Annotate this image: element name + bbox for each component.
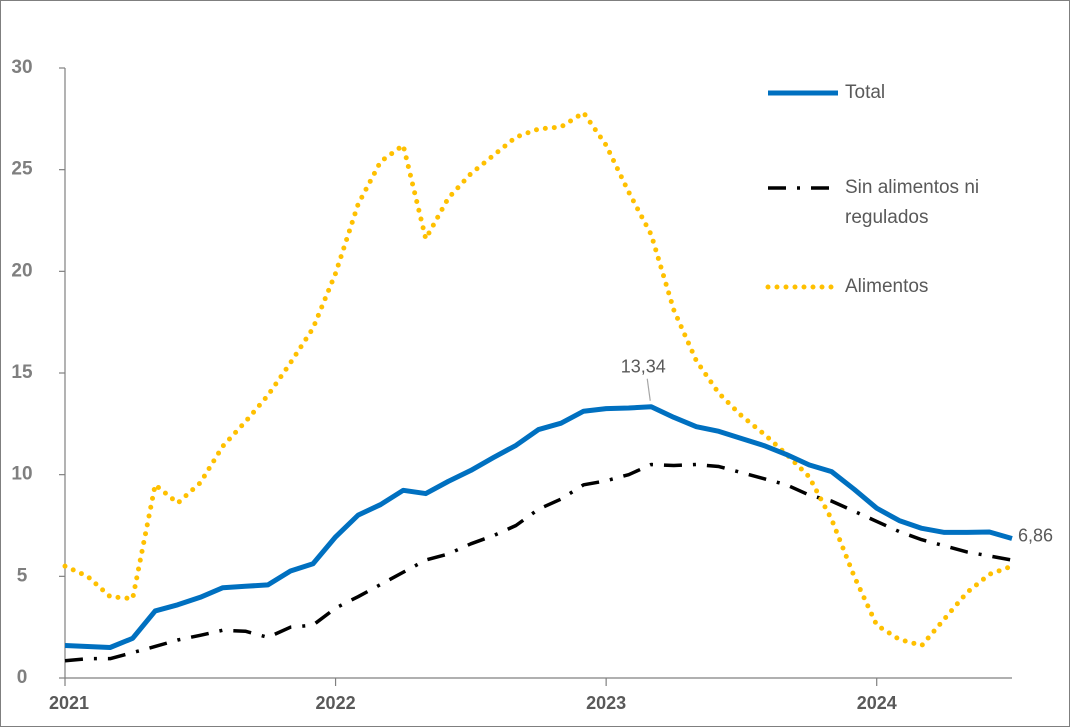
y-tick-label: 10	[11, 464, 32, 485]
x-tick-label: 2021	[49, 693, 89, 713]
y-tick-label: 30	[11, 57, 32, 78]
y-tick-label: 15	[11, 362, 33, 383]
legend-label: Alimentos	[845, 276, 928, 297]
label-leader	[646, 378, 651, 401]
series-line	[62, 110, 1015, 648]
y-tick-label: 20	[11, 260, 32, 281]
data-label: 13,34	[621, 357, 666, 377]
x-tick-label: 2023	[586, 693, 626, 713]
legend-label: Total	[845, 82, 885, 103]
y-tick-label: 25	[11, 159, 33, 180]
y-tick-label: 0	[17, 667, 28, 688]
legend-label: Sin alimentos ni regulados	[845, 177, 979, 228]
x-tick-label: 2022	[316, 693, 356, 713]
x-tick-label: 2024	[857, 693, 897, 713]
series-line	[64, 404, 1013, 650]
y-tick-label: 5	[17, 565, 28, 586]
data-label: 6,86	[1018, 525, 1053, 545]
